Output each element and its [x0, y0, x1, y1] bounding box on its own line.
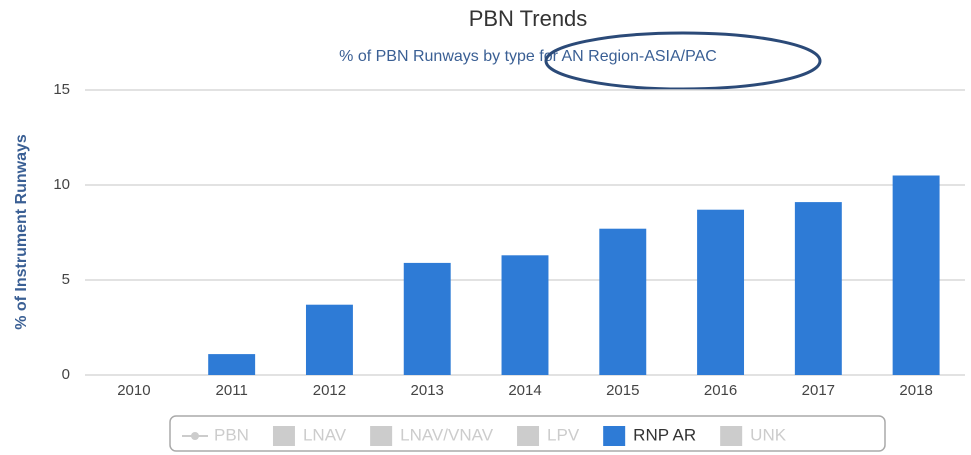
y-tick-label: 5: [62, 271, 70, 288]
bar: [794, 202, 842, 375]
bar: [208, 354, 256, 375]
legend-label[interactable]: LNAV/VNAV: [400, 425, 494, 444]
x-tick-label: 2016: [704, 382, 737, 399]
legend-marker: [603, 426, 626, 446]
legend-marker: [517, 426, 540, 446]
x-tick-label: 2017: [802, 382, 835, 399]
chart-subtitle: % of PBN Runways by type for AN Region-A…: [339, 48, 717, 65]
x-tick-label: 2015: [606, 382, 639, 399]
bar: [305, 304, 353, 375]
x-tick-label: 2010: [117, 382, 150, 399]
bar: [403, 262, 451, 375]
x-tick-label: 2018: [899, 382, 932, 399]
annotation-ellipse: [544, 31, 822, 91]
x-tick-label: 2012: [313, 382, 346, 399]
x-tick-label: 2011: [216, 382, 248, 399]
bar: [599, 228, 647, 375]
x-tick-label: 2013: [411, 382, 444, 399]
bar: [697, 209, 745, 375]
y-tick-label: 15: [53, 81, 70, 98]
x-tick-label: 2014: [508, 382, 541, 399]
legend-label[interactable]: LNAV: [303, 425, 347, 444]
legend-marker: [272, 426, 295, 446]
y-axis-label: % of Instrument Runways: [13, 134, 30, 330]
legend-label[interactable]: RNP AR: [633, 425, 696, 444]
y-tick-label: 0: [62, 366, 70, 383]
legend-label[interactable]: PBN: [214, 425, 249, 444]
legend-label[interactable]: LPV: [547, 425, 580, 444]
chart-title: PBN Trends: [469, 6, 588, 31]
legend-marker: [191, 432, 199, 440]
bar: [501, 255, 549, 375]
y-tick-label: 10: [53, 176, 70, 193]
legend-marker: [370, 426, 393, 446]
legend-marker: [720, 426, 743, 446]
legend-label[interactable]: UNK: [750, 425, 787, 444]
bar: [892, 175, 940, 375]
